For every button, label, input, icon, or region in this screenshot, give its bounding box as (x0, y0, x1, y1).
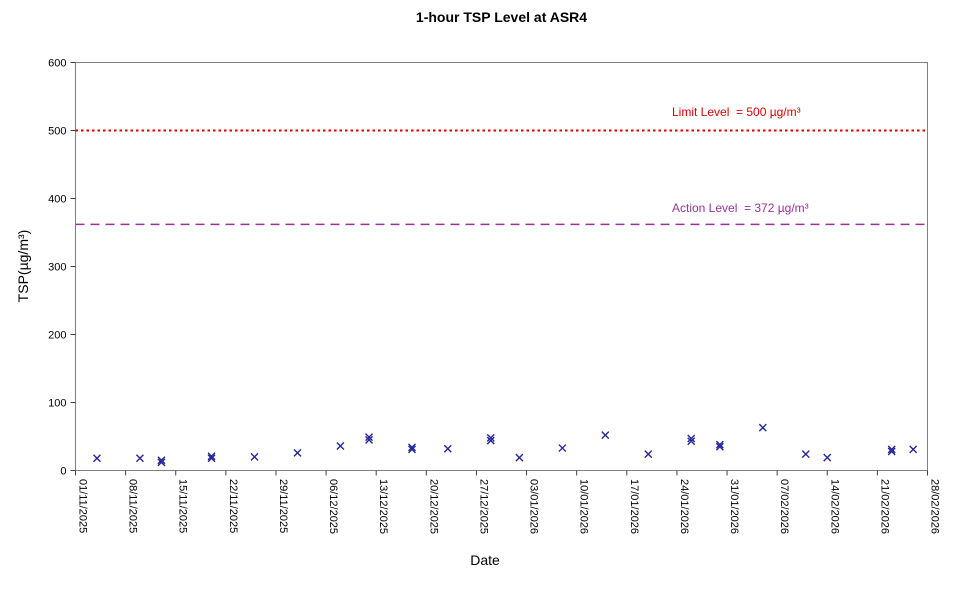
data-point-marker (157, 458, 166, 467)
x-tick-label: 06/12/2025 (327, 479, 339, 534)
data-point-marker (644, 450, 653, 459)
y-tick-label: 100 (48, 398, 66, 410)
data-point-marker (515, 453, 524, 462)
data-point-marker (365, 433, 374, 442)
y-tick-label: 500 (48, 126, 66, 138)
data-point-marker (687, 434, 696, 443)
data-point-marker (365, 435, 374, 444)
action-level-label: Action Level = 372 µg/m³ (672, 201, 809, 215)
x-tick-label: 17/01/2026 (628, 479, 640, 534)
data-point-marker (293, 448, 302, 457)
data-point-marker (486, 436, 495, 445)
x-tick-label: 27/12/2025 (477, 479, 489, 534)
x-tick-label: 07/02/2026 (778, 479, 790, 534)
x-tick-label: 08/11/2025 (127, 479, 139, 533)
data-point-marker (336, 442, 345, 451)
y-tick-label: 200 (48, 330, 66, 342)
y-axis-title: TSP(µg/m³) (15, 229, 31, 303)
data-point-marker (715, 442, 724, 451)
x-tick-label: 21/02/2026 (878, 479, 890, 534)
x-tick-label: 24/01/2026 (678, 479, 690, 534)
data-point-marker (887, 447, 896, 456)
plot-frame (75, 62, 928, 471)
limit-level-label: Limit Level = 500 µg/m³ (672, 105, 801, 119)
data-point-marker (601, 431, 610, 440)
y-tick-label: 600 (48, 58, 66, 70)
data-point-marker (887, 445, 896, 454)
data-point-marker (823, 453, 832, 462)
x-tick-label: 20/12/2025 (427, 479, 439, 534)
data-point-marker (408, 443, 416, 452)
data-point-marker (687, 437, 696, 446)
x-tick-label: 14/02/2026 (828, 479, 840, 534)
data-point-marker (909, 445, 918, 454)
data-point-marker (135, 454, 144, 463)
data-point-marker (157, 456, 166, 465)
data-point-marker (207, 452, 216, 461)
data-point-marker (92, 454, 101, 463)
chart-title: 1-hour TSP Level at ASR4 (415, 9, 588, 25)
x-tick-label: 01/11/2025 (77, 479, 89, 533)
x-tick-label: 31/01/2026 (728, 479, 740, 534)
x-tick-label: 15/11/2025 (177, 479, 189, 533)
data-point-marker (558, 444, 567, 453)
x-tick-label: 28/02/2026 (929, 479, 941, 534)
y-tick-label: 300 (48, 262, 66, 274)
x-tick-label: 10/01/2026 (578, 479, 590, 534)
data-point-marker (715, 440, 724, 449)
data-point-marker (443, 444, 452, 453)
y-tick-label: 400 (48, 194, 66, 206)
x-tick-label: 29/11/2025 (277, 479, 289, 533)
data-point-marker (207, 454, 216, 463)
data-point-marker (486, 433, 495, 442)
x-tick-label: 03/01/2026 (528, 479, 540, 534)
x-tick-label: 22/11/2025 (227, 479, 239, 533)
data-point-marker (250, 452, 259, 461)
data-point-marker (408, 445, 416, 454)
data-point-marker (801, 450, 810, 459)
x-axis-title: Date (470, 552, 500, 568)
data-point-marker (758, 423, 767, 432)
x-tick-label: 13/12/2025 (377, 479, 389, 534)
y-tick-label: 0 (60, 466, 66, 478)
